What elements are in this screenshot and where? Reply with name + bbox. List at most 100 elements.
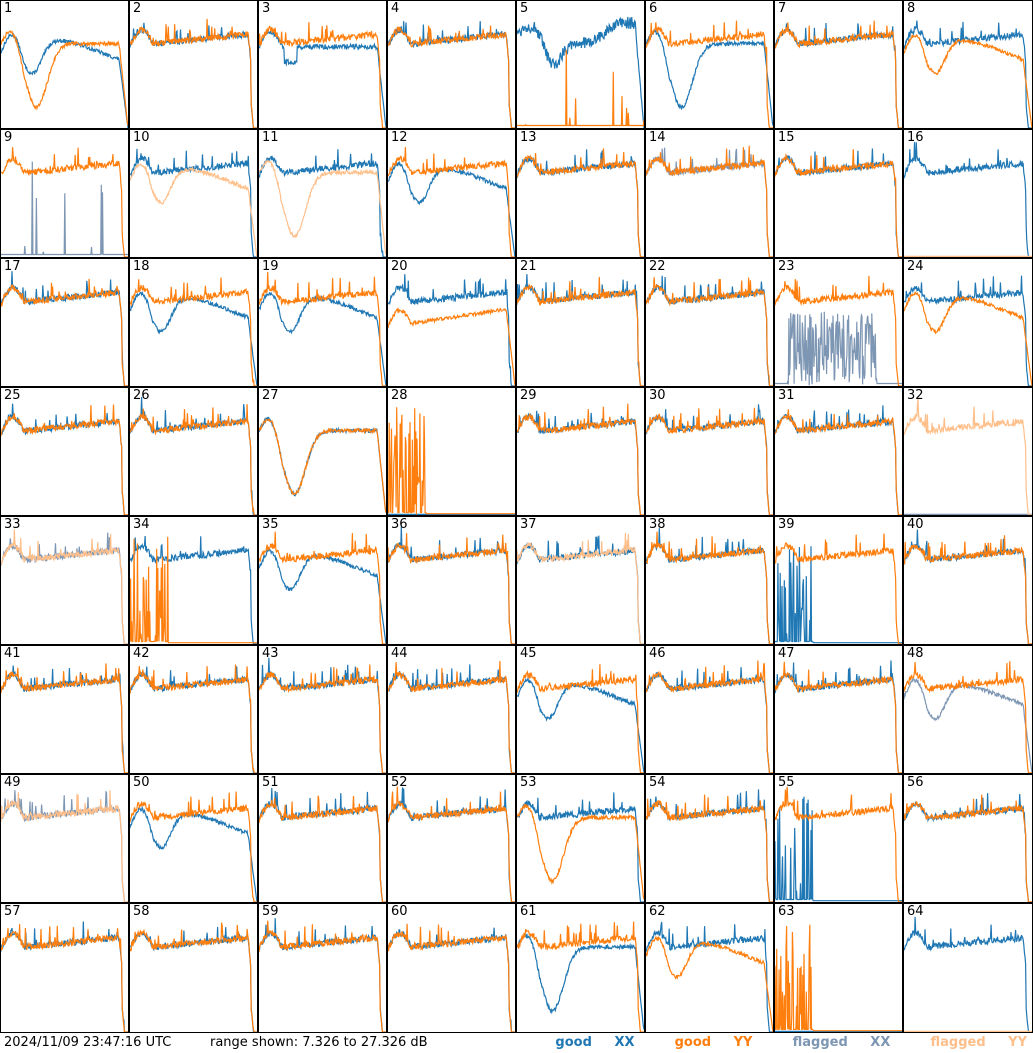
panel-55: 55 [774,774,903,903]
panel-39-yy-series [775,533,902,644]
panel-number: 19 [262,259,279,274]
panel-13: 13 [516,129,645,258]
panel-35-plot [259,531,386,644]
panel-12: 12 [387,129,516,258]
panel-42: 42 [129,645,258,774]
panel-4-yy-series [388,25,515,128]
panel-52-xx-series [388,787,515,902]
panel-14-plot [646,145,773,257]
panel-number: 25 [4,388,21,403]
panel-37: 37 [516,516,645,645]
panel-59-yy-series [259,920,386,1032]
panel-13-plot [517,148,644,257]
panel-2-yy-series [130,18,257,128]
panel-34: 34 [129,516,258,645]
panel-44-plot [388,660,515,773]
panel-10: 10 [129,129,258,258]
panel-22: 22 [645,258,774,387]
panel-number: 10 [133,130,150,145]
panel-27-xx-series [259,416,386,513]
panel-64: 64 [903,903,1033,1033]
panel-33-plot [1,529,128,644]
panel-48-yy-series [904,661,1032,773]
panel-6: 6 [645,0,774,129]
panel-number: 9 [4,130,13,145]
panel-49-plot [1,790,128,902]
panel-23-plot [775,275,902,386]
panel-number: 8 [907,1,916,16]
panel-41: 41 [0,645,129,774]
panel-number: 17 [4,259,21,274]
panel-40-xx-series [904,529,1032,644]
panel-21: 21 [516,258,645,387]
panel-number: 34 [133,517,150,532]
panel-19: 19 [258,258,387,387]
panel-number: 39 [778,517,795,532]
panel-49-xx-series [1,790,128,902]
panel-44: 44 [387,645,516,774]
panel-35-yy-series [259,531,386,644]
panel-15: 15 [774,129,903,258]
panel-27: 27 [258,387,387,516]
panel-number: 40 [907,517,924,532]
panel-5-yy-series [517,49,644,127]
panel-2: 2 [129,0,258,129]
panel-21-yy-series [517,276,644,386]
panel-43-xx-series [259,657,386,773]
panel-number: 27 [262,388,279,403]
panel-12-xx-series [388,160,515,257]
panel-29-plot [517,403,644,515]
panel-15-plot [775,148,902,257]
panel-52-yy-series [388,786,515,902]
panel-40-plot [904,529,1032,644]
panel-number: 13 [520,130,537,145]
panel-number: 46 [649,646,666,661]
panel-number: 11 [262,130,279,145]
panel-41-yy-series [1,663,128,773]
panel-12-plot [388,146,515,257]
panel-number: 23 [778,259,795,274]
panel-number: 32 [907,388,924,403]
panel-10-plot [130,148,257,257]
panel-40-yy-series [904,535,1032,644]
panel-8: 8 [903,0,1033,129]
panel-31-yy-series [775,409,902,515]
panel-53-xx-series [517,792,644,902]
panel-26-xx-series [130,396,257,515]
panel-60: 60 [387,903,516,1033]
panel-1-xx-series [1,32,128,128]
panel-37-yy-series [517,532,644,644]
panel-51: 51 [258,774,387,903]
panel-number: 41 [4,646,21,661]
panel-63: 63 [774,903,903,1033]
panel-number: 22 [649,259,666,274]
panel-58-plot [130,922,257,1032]
panel-37-plot [517,532,644,644]
panel-number: 35 [262,517,279,532]
panel-63-yy-series [775,924,902,1032]
panel-16: 16 [903,129,1033,258]
panel-number: 58 [133,904,150,919]
panel-56-yy-series [904,794,1032,902]
panel-28-yy-series [388,407,515,515]
range-label: range shown: 7.326 to 27.326 dB [210,1035,428,1050]
panel-4: 4 [387,0,516,129]
panel-52-plot [388,786,515,902]
panel-number: 36 [391,517,408,532]
panel-32-plot [904,398,1032,515]
panel-17-xx-series [1,271,128,386]
panel-50-plot [130,791,257,902]
panel-64-plot [904,916,1032,1032]
panel-49-yy-series [1,790,128,902]
panel-number: 21 [520,259,537,274]
panel-number: 52 [391,775,408,790]
panel-9-plot [1,147,128,257]
panel-34-xx-series [130,535,257,644]
panel-number: 16 [907,130,924,145]
panel-20: 20 [387,258,516,387]
panel-6-yy-series [646,20,773,128]
panel-number: 53 [520,775,537,790]
panel-number: 18 [133,259,150,274]
panel-number: 62 [649,904,666,919]
panel-number: 29 [520,388,537,403]
